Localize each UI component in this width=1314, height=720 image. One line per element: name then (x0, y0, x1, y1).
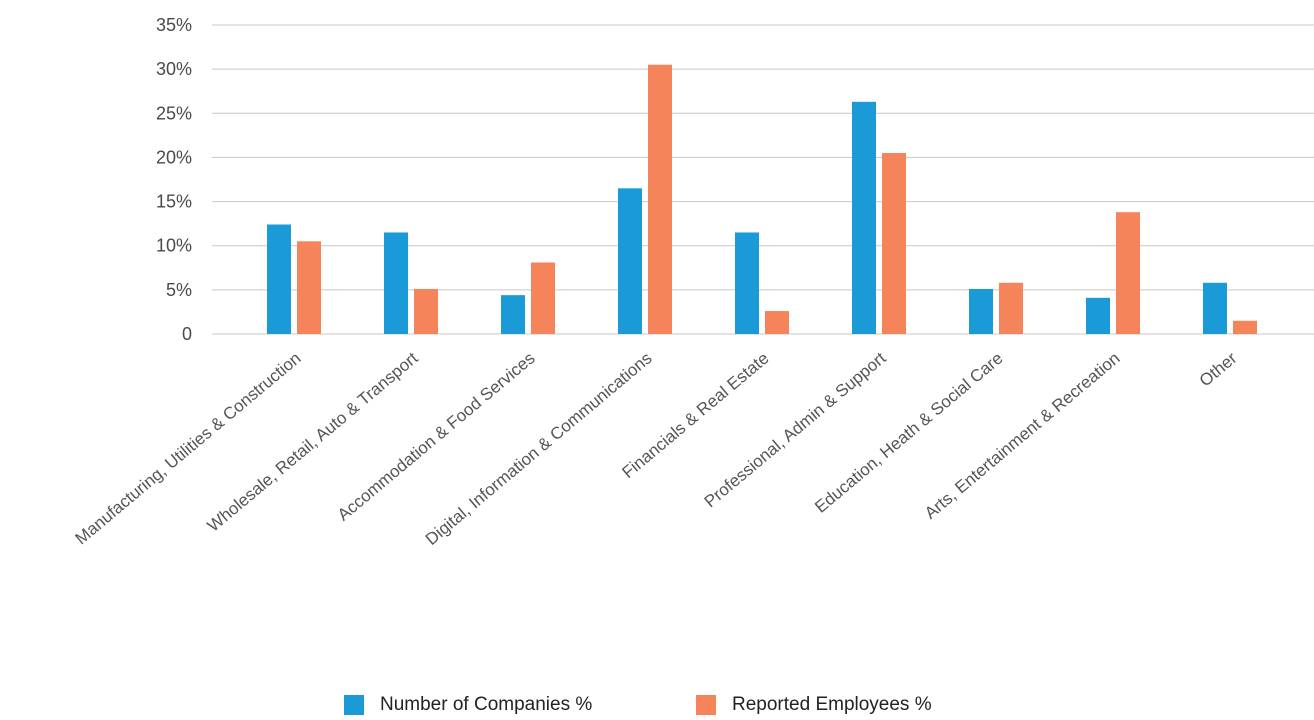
bar-companies (618, 188, 642, 334)
y-tick-label: 35% (156, 15, 192, 35)
x-category-label: Wholesale, Retail, Auto & Transport (204, 348, 422, 535)
bar-companies (1086, 297, 1110, 334)
legend-label-companies: Number of Companies % (380, 694, 593, 715)
x-category-label: Education, Heath & Social Care (811, 349, 1006, 517)
y-axis-tick-labels: 0 5% 10% 15% 20% 25% 30% 35% (156, 15, 192, 344)
legend-swatch-companies (344, 695, 364, 715)
bar-employees (1116, 212, 1140, 334)
y-tick-label: 20% (156, 147, 192, 167)
bar-chart: 0 5% 10% 15% 20% 25% 30% 35% Manufacturing, Uti… (72, 15, 1314, 549)
bar-companies (1203, 282, 1227, 334)
x-category-label: Accommodation & Food Services (334, 349, 539, 525)
bar-companies (267, 224, 291, 334)
bar-employees (882, 153, 906, 334)
y-tick-label: 30% (156, 59, 192, 79)
bar-companies (384, 232, 408, 334)
x-category-label: Manufacturing, Utilities & Construction (72, 349, 305, 549)
bar-employees (648, 64, 672, 334)
y-tick-label: 0 (182, 324, 192, 344)
x-category-label: Other (1196, 348, 1241, 390)
bar-companies (501, 295, 525, 334)
legend: Number of Companies % Reported Employees… (0, 694, 1314, 720)
gridlines (212, 24, 1314, 335)
bar-employees (531, 262, 555, 334)
bar-companies (735, 232, 759, 334)
bars (267, 64, 1257, 335)
x-category-label: Professional, Admin & Support (701, 348, 890, 511)
y-tick-label: 25% (156, 103, 192, 123)
y-tick-label: 15% (156, 192, 192, 212)
x-category-label: Arts, Entertainment & Recreation (921, 349, 1124, 523)
bar-employees (999, 282, 1023, 334)
bar-employees (1233, 320, 1257, 334)
bar-employees (297, 241, 321, 334)
bar-companies (852, 101, 876, 335)
legend-item-companies: Number of Companies % (344, 694, 592, 716)
legend-label-employees: Reported Employees % (732, 694, 932, 715)
x-axis-category-labels: Manufacturing, Utilities & ConstructionW… (72, 348, 1241, 549)
x-category-label: Digital, Information & Communications (422, 349, 656, 549)
bar-companies (969, 288, 993, 334)
legend-item-employees: Reported Employees % (696, 694, 932, 716)
bar-employees (765, 311, 789, 334)
y-tick-label: 10% (156, 236, 192, 256)
legend-swatch-employees (696, 695, 716, 715)
y-tick-label: 5% (166, 280, 192, 300)
bar-employees (414, 288, 438, 334)
